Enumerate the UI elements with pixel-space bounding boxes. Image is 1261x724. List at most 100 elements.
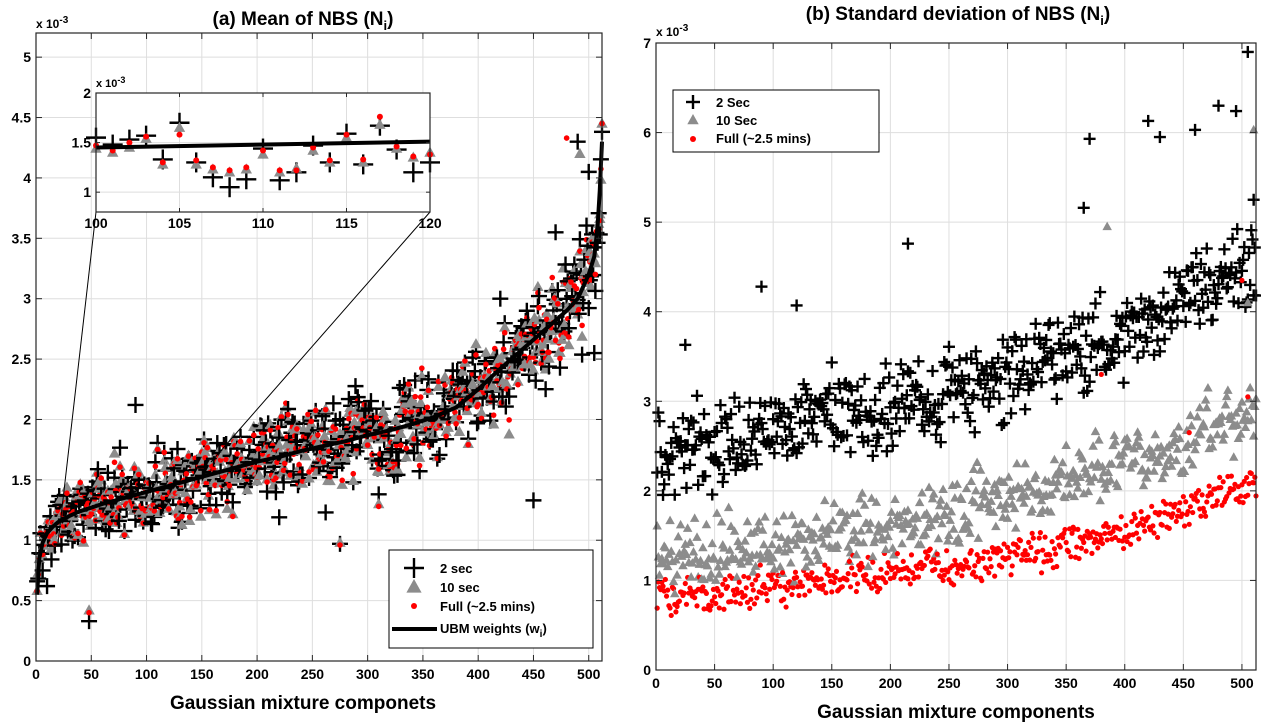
point-2sec — [687, 416, 700, 429]
x-tick-label: 400 — [467, 666, 491, 682]
point-full — [932, 566, 938, 572]
point-full — [1206, 483, 1212, 489]
point-full — [833, 568, 840, 575]
point-10sec — [487, 418, 500, 429]
y-tick-label: 6 — [643, 125, 651, 141]
point-2sec — [1142, 114, 1155, 127]
point-2sec — [844, 446, 857, 459]
point-2sec — [668, 488, 681, 501]
point-10sec — [775, 562, 785, 571]
point-full — [1170, 511, 1176, 517]
point-10sec — [318, 430, 331, 441]
inset-point-full — [293, 167, 300, 174]
point-full — [308, 418, 315, 425]
point-10sec — [149, 468, 162, 479]
point-2sec — [1189, 123, 1202, 136]
point-full — [1154, 534, 1161, 541]
inset-point-full — [410, 153, 417, 160]
point-2sec — [658, 478, 671, 491]
point-10sec — [1090, 426, 1101, 436]
point-2sec — [1179, 315, 1192, 328]
point-10sec — [1027, 504, 1037, 514]
point-10sec — [857, 488, 867, 497]
point-full — [845, 571, 851, 577]
point-full — [1104, 537, 1110, 543]
point-full — [745, 575, 752, 581]
point-10sec — [825, 524, 836, 534]
point-full — [350, 470, 357, 477]
point-2sec — [267, 484, 284, 501]
point-10sec — [789, 577, 800, 586]
point-10sec — [372, 498, 385, 509]
point-2sec — [835, 431, 848, 444]
point-full — [1238, 493, 1244, 499]
point-2sec — [894, 358, 907, 371]
point-full — [1083, 548, 1089, 554]
point-full — [1009, 563, 1015, 569]
point-2sec — [1005, 407, 1018, 420]
inset-point-full — [193, 157, 200, 164]
point-full — [973, 574, 979, 580]
point-full — [898, 576, 904, 582]
x-tick-label: 110 — [252, 215, 275, 231]
inset-point-2sec — [219, 177, 240, 198]
point-full — [1177, 500, 1183, 506]
point-10sec — [673, 531, 684, 541]
point-full — [777, 583, 783, 589]
point-2sec — [144, 516, 161, 533]
inset-point-full — [360, 156, 367, 163]
point-full — [927, 546, 933, 552]
point-10sec — [652, 520, 662, 530]
point-full — [972, 563, 978, 569]
point-full — [339, 477, 346, 484]
x-tick-label: 450 — [522, 666, 546, 682]
y-tick-label: 0.5 — [12, 593, 32, 609]
point-full — [786, 579, 793, 585]
inset-point-10sec — [257, 148, 269, 159]
point-full — [1102, 530, 1108, 537]
point-10sec — [713, 562, 723, 571]
point-full — [1244, 474, 1250, 481]
point-full — [1195, 487, 1202, 494]
point-10sec — [379, 412, 392, 423]
panel-b-y-exponent: x 10-3 — [656, 23, 689, 39]
point-full — [734, 586, 740, 592]
point-10sec — [442, 421, 455, 432]
point-10sec — [661, 555, 672, 564]
point-10sec — [828, 515, 838, 525]
point-10sec — [768, 553, 778, 562]
point-full — [743, 585, 749, 591]
point-10sec — [883, 531, 893, 541]
point-10sec — [832, 540, 843, 549]
point-2sec — [828, 440, 841, 453]
point-2sec — [808, 410, 821, 423]
point-2sec — [729, 463, 742, 476]
point-10sec — [1186, 420, 1197, 430]
x-tick-label: 450 — [1172, 675, 1196, 691]
point-full — [980, 555, 986, 561]
point-2sec — [664, 452, 677, 465]
point-full — [676, 598, 683, 604]
point-full — [278, 414, 285, 420]
point-10sec — [416, 370, 428, 381]
inset-point-full — [126, 139, 133, 146]
point-2sec — [737, 438, 750, 451]
panel-a-legend: 2 sec 10 sec Full (~2.5 mins) UBM weight… — [388, 549, 594, 649]
point-10sec — [210, 508, 222, 519]
point-10sec — [1061, 440, 1071, 450]
point-2sec — [525, 492, 542, 509]
point-10sec — [576, 330, 588, 341]
point-full — [762, 585, 768, 591]
point-10sec — [816, 532, 826, 542]
point-2sec — [743, 396, 756, 409]
point-10sec — [797, 518, 808, 528]
point-full — [1166, 525, 1172, 532]
point-full — [721, 606, 727, 612]
point-full — [728, 598, 734, 605]
point-2sec — [727, 442, 740, 455]
point-2sec — [127, 396, 144, 413]
point-2sec — [853, 413, 866, 426]
point-full — [322, 406, 329, 413]
point-full — [812, 582, 818, 588]
point-full — [764, 597, 770, 604]
